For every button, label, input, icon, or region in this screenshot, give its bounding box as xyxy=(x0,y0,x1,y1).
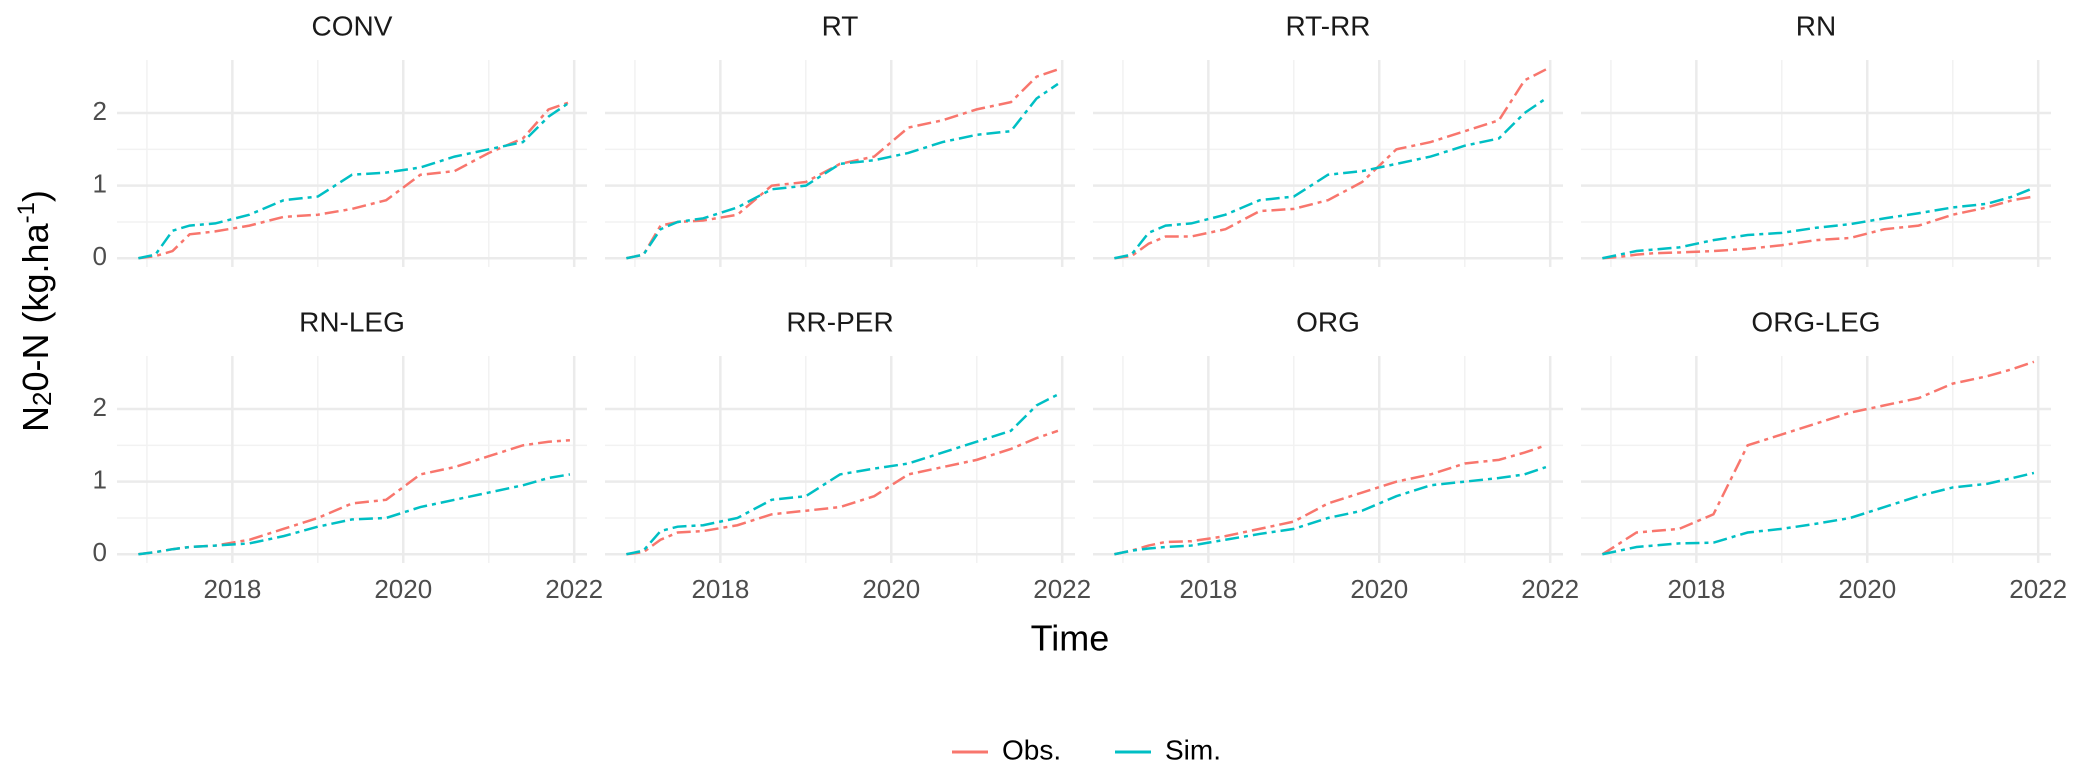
series-line xyxy=(1114,465,1547,556)
y-title-part: 0-N (kg.ha xyxy=(15,222,56,391)
y-tick-label: 2 xyxy=(93,392,107,422)
series-line xyxy=(1602,195,2035,260)
series-line xyxy=(1602,186,2035,260)
x-tick-label: 2020 xyxy=(374,574,432,604)
x-tick-label: 2018 xyxy=(203,574,261,604)
series-line xyxy=(138,439,570,556)
panel-title: ORG xyxy=(1296,306,1360,337)
y-title-part: ) xyxy=(15,190,56,202)
series-line xyxy=(626,82,1059,260)
x-tick-label: 2022 xyxy=(1033,574,1091,604)
y-title-sup: -1 xyxy=(13,202,40,223)
panel-title: CONV xyxy=(312,10,393,41)
y-tick-label: 0 xyxy=(93,537,107,567)
series-line xyxy=(1601,360,2035,556)
panel-title: RN-LEG xyxy=(299,306,405,337)
x-tick-label: 2020 xyxy=(1838,574,1896,604)
series-line xyxy=(1114,68,1547,260)
x-tick-label: 2018 xyxy=(691,574,749,604)
series-line xyxy=(626,68,1059,260)
legend-label: Sim. xyxy=(1165,734,1221,764)
panel-title: RR-PER xyxy=(786,306,893,337)
x-axis-title: Time xyxy=(1031,618,1110,659)
series-line xyxy=(1114,444,1547,556)
panel-title: RT xyxy=(822,10,859,41)
y-tick-label: 2 xyxy=(93,96,107,126)
legend-label: Obs. xyxy=(1002,734,1061,764)
y-title-sub: 2 xyxy=(27,391,57,405)
x-tick-label: 2022 xyxy=(1521,574,1579,604)
x-tick-label: 2018 xyxy=(1179,574,1237,604)
x-tick-label: 2022 xyxy=(2009,574,2067,604)
panel-title: RN xyxy=(1796,10,1836,41)
panel-title: RT-RR xyxy=(1285,10,1370,41)
panel-title: ORG-LEG xyxy=(1751,306,1880,337)
series-line xyxy=(1114,97,1547,260)
series-line xyxy=(138,101,571,260)
x-tick-label: 2020 xyxy=(1350,574,1408,604)
series-line xyxy=(626,393,1059,556)
y-title-part: N xyxy=(15,406,56,432)
x-tick-label: 2022 xyxy=(545,574,603,604)
series-line xyxy=(138,473,571,556)
y-axis-title: N20-N (kg.ha-1) xyxy=(13,190,58,432)
y-tick-label: 0 xyxy=(93,241,107,271)
series-line xyxy=(1602,471,2035,556)
series-line xyxy=(138,100,571,260)
series-line xyxy=(626,429,1059,556)
y-tick-label: 1 xyxy=(93,169,107,199)
x-tick-label: 2018 xyxy=(1667,574,1725,604)
y-tick-label: 1 xyxy=(93,465,107,495)
x-tick-label: 2020 xyxy=(862,574,920,604)
